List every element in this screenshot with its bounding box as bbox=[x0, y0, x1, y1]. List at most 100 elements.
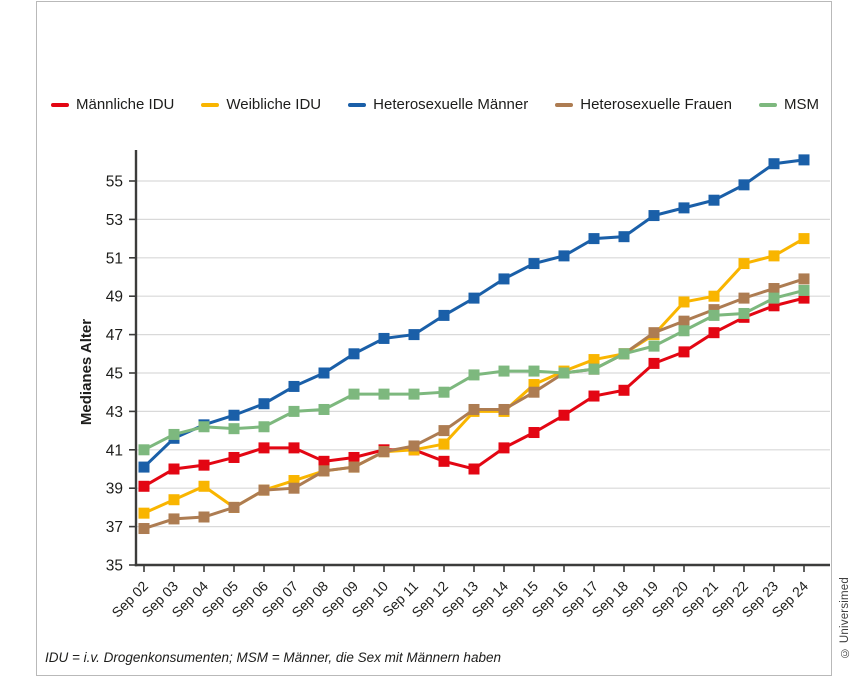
data-point bbox=[198, 511, 210, 523]
data-point bbox=[168, 463, 180, 475]
y-tick-label: 43 bbox=[106, 404, 123, 421]
y-tick-label: 45 bbox=[106, 366, 123, 383]
data-point bbox=[168, 494, 180, 506]
data-point bbox=[438, 438, 450, 450]
data-point bbox=[438, 386, 450, 398]
data-point bbox=[738, 307, 750, 319]
data-point bbox=[138, 461, 150, 473]
data-point bbox=[588, 363, 600, 375]
data-point bbox=[318, 455, 330, 467]
data-point bbox=[378, 332, 390, 344]
data-point bbox=[468, 463, 480, 475]
data-point bbox=[198, 459, 210, 471]
legend-swatch bbox=[348, 102, 367, 107]
series-line-4 bbox=[143, 277, 805, 530]
data-point bbox=[408, 329, 420, 341]
data-point bbox=[468, 369, 480, 381]
data-point bbox=[558, 250, 570, 262]
legend-label: Männliche IDU bbox=[76, 96, 175, 113]
legend-label: Weibliche IDU bbox=[226, 96, 322, 113]
data-point bbox=[288, 482, 300, 494]
data-point bbox=[138, 507, 150, 519]
figure-border bbox=[36, 1, 832, 676]
data-point bbox=[438, 309, 450, 321]
y-tick-label: 39 bbox=[106, 481, 123, 498]
data-point bbox=[648, 357, 660, 369]
data-point bbox=[648, 210, 660, 222]
data-point bbox=[258, 398, 270, 410]
data-point bbox=[288, 380, 300, 392]
data-point bbox=[138, 444, 150, 456]
data-point bbox=[378, 446, 390, 458]
data-point bbox=[528, 365, 540, 377]
data-point bbox=[588, 390, 600, 402]
data-point bbox=[168, 428, 180, 440]
data-point bbox=[258, 421, 270, 433]
data-point bbox=[348, 461, 360, 473]
data-point bbox=[228, 423, 240, 435]
y-tick-label: 49 bbox=[106, 289, 123, 306]
y-tick-label: 47 bbox=[106, 327, 123, 344]
legend-label: Heterosexuelle Männer bbox=[373, 96, 529, 113]
data-point bbox=[678, 325, 690, 337]
data-point bbox=[798, 284, 810, 296]
data-point bbox=[198, 480, 210, 492]
data-point bbox=[708, 327, 720, 339]
series-line-1 bbox=[143, 296, 805, 488]
legend-item: Weibliche IDU bbox=[201, 96, 321, 113]
data-point bbox=[588, 354, 600, 366]
data-point bbox=[438, 455, 450, 467]
data-point bbox=[678, 315, 690, 327]
data-point bbox=[498, 442, 510, 454]
data-point bbox=[348, 348, 360, 360]
data-point bbox=[708, 290, 720, 302]
y-tick-label: 51 bbox=[106, 250, 123, 267]
data-point bbox=[378, 388, 390, 400]
data-point bbox=[558, 409, 570, 421]
data-point bbox=[228, 501, 240, 513]
data-point bbox=[258, 484, 270, 496]
data-point bbox=[768, 292, 780, 304]
data-point bbox=[318, 403, 330, 415]
data-point bbox=[318, 465, 330, 477]
data-point bbox=[228, 409, 240, 421]
data-point bbox=[618, 231, 630, 243]
data-point bbox=[708, 194, 720, 206]
y-tick-label: 55 bbox=[106, 174, 123, 191]
footnote: IDU = i.v. Drogenkonsumenten; MSM = Männ… bbox=[45, 650, 501, 665]
legend-item: MSM bbox=[759, 96, 819, 113]
data-point bbox=[438, 425, 450, 437]
legend-swatch bbox=[555, 102, 574, 107]
data-point bbox=[618, 384, 630, 396]
legend-label: MSM bbox=[784, 96, 819, 113]
data-point bbox=[678, 346, 690, 358]
legend-swatch bbox=[51, 102, 69, 107]
data-point bbox=[798, 154, 810, 166]
legend-swatch bbox=[201, 102, 220, 107]
legend-item: Heterosexuelle Frauen bbox=[555, 96, 732, 113]
data-point bbox=[348, 451, 360, 463]
data-point bbox=[588, 233, 600, 245]
data-point bbox=[678, 296, 690, 308]
data-point bbox=[648, 340, 660, 352]
data-point bbox=[708, 304, 720, 316]
chart-legend: Männliche IDU Weibliche IDU Heterosexuelle… bbox=[40, 96, 830, 113]
y-tick-label: 37 bbox=[106, 519, 123, 536]
data-point bbox=[768, 158, 780, 170]
data-point bbox=[768, 250, 780, 262]
data-point bbox=[138, 480, 150, 492]
data-point bbox=[738, 292, 750, 304]
data-point bbox=[498, 273, 510, 285]
y-tick-label: 53 bbox=[106, 212, 123, 229]
data-point bbox=[318, 367, 330, 379]
data-point bbox=[528, 379, 540, 391]
data-point bbox=[468, 292, 480, 304]
legend-item: Heterosexuelle Männer bbox=[348, 96, 528, 113]
data-point bbox=[168, 513, 180, 525]
data-point bbox=[198, 421, 210, 433]
data-point bbox=[288, 405, 300, 417]
data-point bbox=[348, 388, 360, 400]
data-point bbox=[258, 442, 270, 454]
data-point bbox=[798, 233, 810, 245]
data-point bbox=[288, 475, 300, 487]
